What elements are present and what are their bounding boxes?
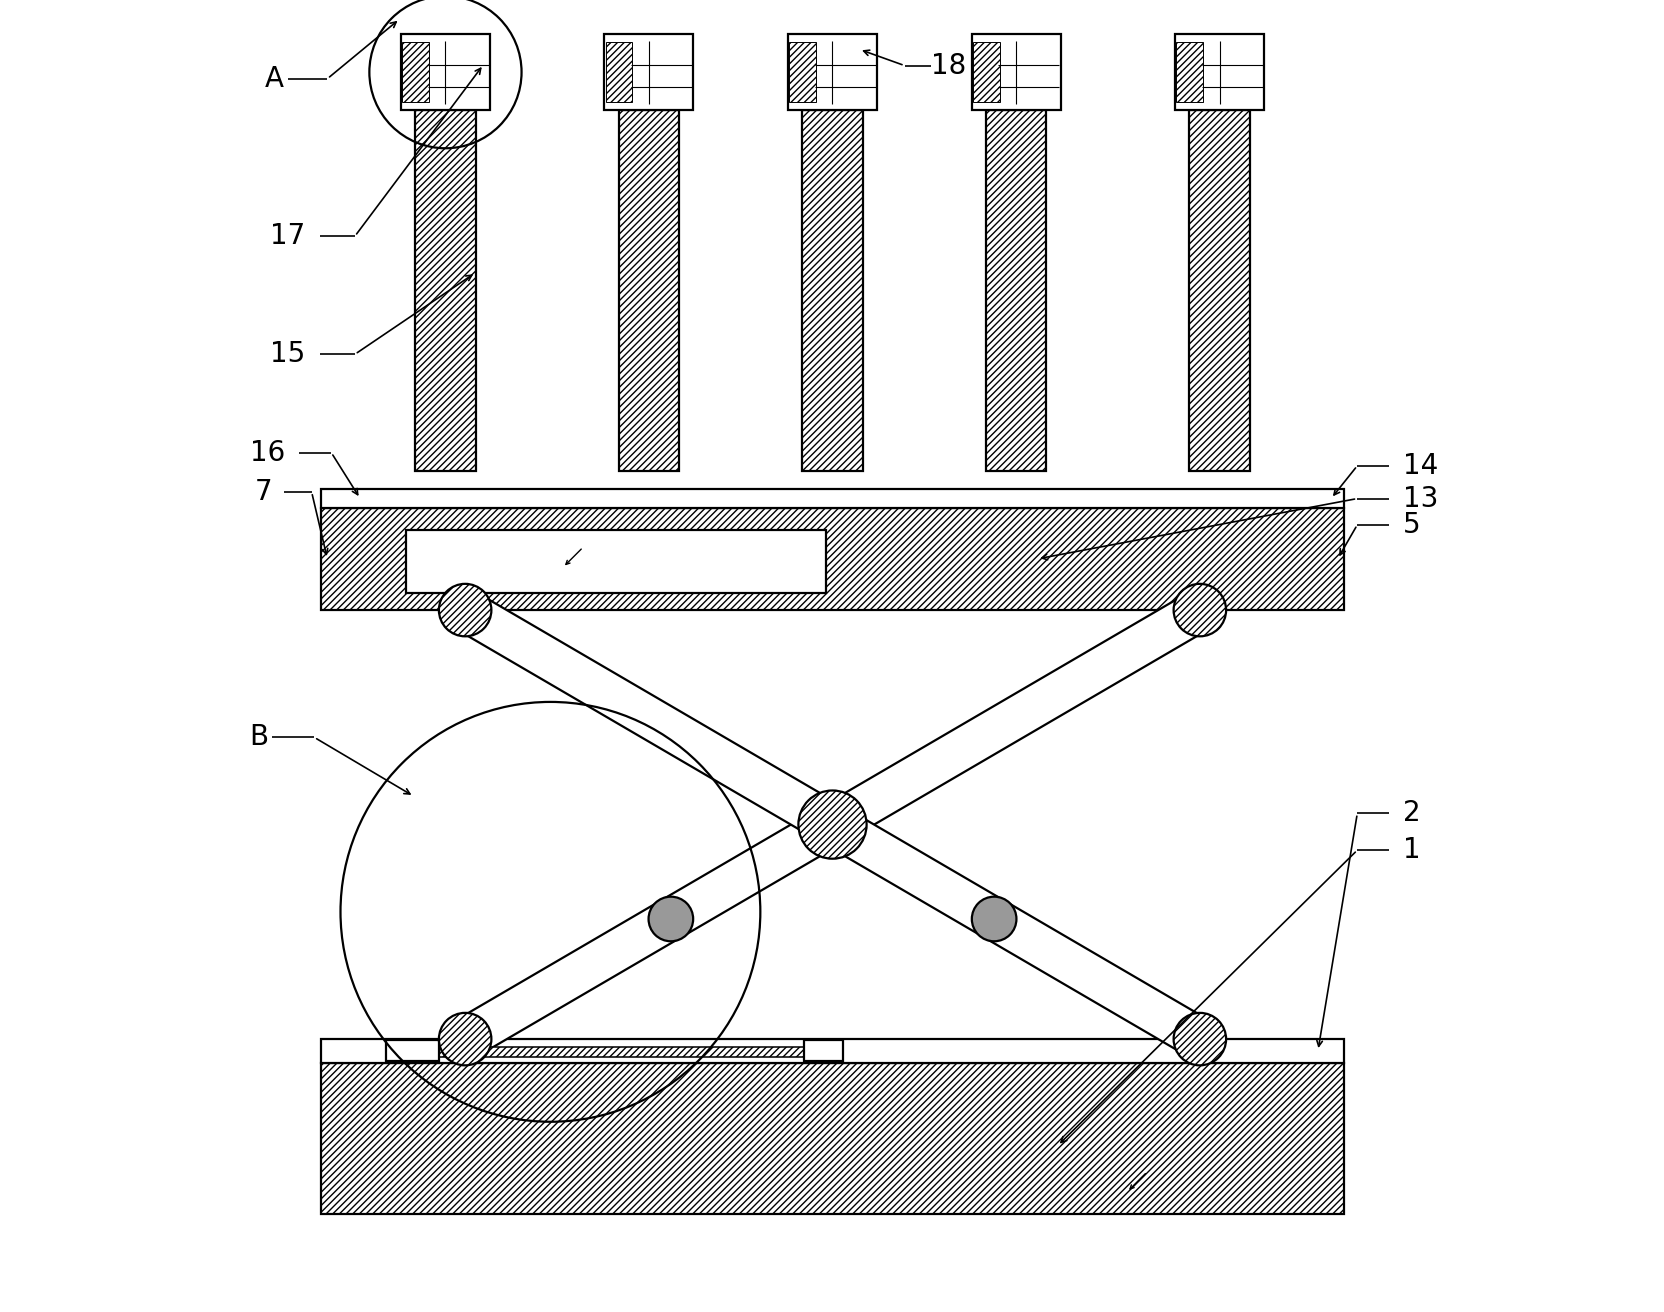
Text: 14: 14: [1403, 451, 1438, 480]
Bar: [606, 42, 632, 102]
Bar: [414, 110, 476, 471]
Bar: [619, 110, 679, 471]
Text: 16: 16: [250, 438, 285, 467]
Bar: [789, 42, 815, 102]
Bar: [321, 489, 1343, 508]
Polygon shape: [454, 592, 1210, 1057]
Bar: [436, 1047, 804, 1057]
Text: B: B: [250, 723, 268, 752]
Bar: [1175, 42, 1203, 102]
Bar: [972, 34, 1060, 110]
Text: 2: 2: [1403, 799, 1419, 828]
Circle shape: [799, 790, 865, 858]
Text: 5: 5: [1403, 510, 1419, 539]
Circle shape: [649, 896, 692, 941]
Bar: [804, 1040, 842, 1061]
Text: A: A: [265, 64, 285, 93]
Bar: [802, 110, 862, 471]
Bar: [401, 34, 489, 110]
Bar: [321, 1039, 1343, 1063]
Circle shape: [439, 1013, 491, 1065]
Bar: [406, 530, 825, 593]
Circle shape: [1173, 1013, 1225, 1065]
Bar: [787, 34, 877, 110]
Text: 17: 17: [270, 222, 305, 251]
Bar: [985, 110, 1045, 471]
Circle shape: [439, 584, 491, 636]
Polygon shape: [454, 592, 1210, 1057]
Text: 15: 15: [270, 340, 305, 369]
Bar: [386, 1040, 439, 1061]
Circle shape: [972, 896, 1015, 941]
Bar: [321, 1063, 1343, 1214]
Circle shape: [1173, 584, 1225, 636]
Bar: [1175, 34, 1263, 110]
Bar: [321, 508, 1343, 610]
Text: 18: 18: [930, 51, 965, 80]
Bar: [403, 42, 429, 102]
Text: 7: 7: [255, 478, 273, 506]
Text: 1: 1: [1403, 836, 1419, 865]
Bar: [972, 42, 998, 102]
Bar: [1188, 110, 1250, 471]
Text: 13: 13: [1403, 484, 1438, 513]
Bar: [604, 34, 692, 110]
